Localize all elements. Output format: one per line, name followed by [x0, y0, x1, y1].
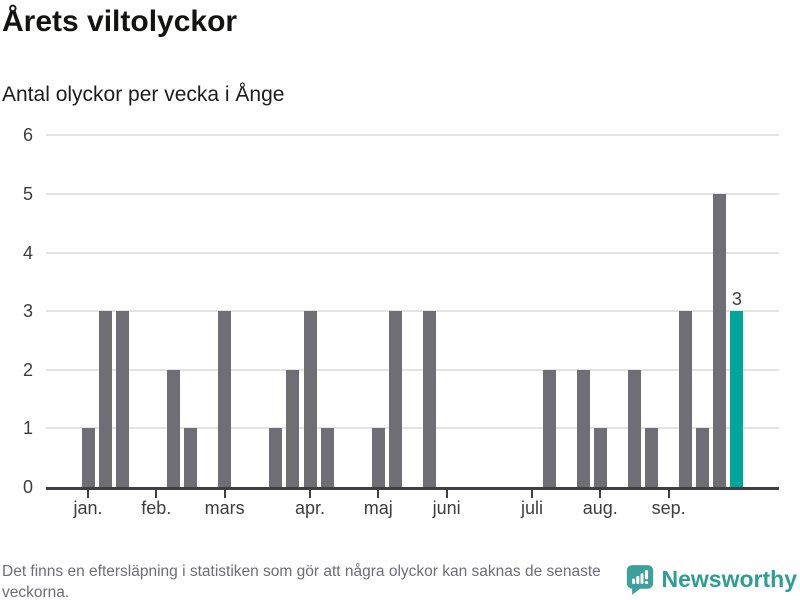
x-axis-line	[46, 487, 779, 490]
bar	[388, 311, 402, 487]
gridline	[46, 310, 779, 313]
x-axis-label: sep.	[651, 498, 686, 518]
x-axis-label: juni	[432, 498, 461, 518]
page-title: Årets viltolyckor	[2, 5, 238, 38]
y-axis-label: 3	[22, 301, 33, 322]
bar	[303, 311, 317, 487]
y-axis-label: 0	[22, 477, 33, 497]
chart-footnote: Det finns en eftersläpning i statistiken…	[2, 563, 601, 600]
bar	[98, 311, 112, 487]
x-axis-label: feb.	[141, 498, 172, 518]
gridline	[46, 193, 779, 195]
x-axis-tick	[445, 490, 448, 498]
x-axis-tick	[531, 490, 533, 498]
bar	[115, 311, 129, 487]
bar	[593, 428, 607, 487]
x-axis-tick	[667, 490, 670, 498]
bar	[713, 194, 727, 487]
gridline	[46, 134, 779, 137]
bar	[286, 369, 300, 487]
y-axis-label: 6	[22, 125, 33, 146]
newsworthy-brand: Newsworthy	[626, 564, 797, 595]
y-axis-label: 1	[22, 418, 33, 439]
x-axis-label: juli	[520, 498, 543, 518]
x-axis-label: apr.	[294, 498, 326, 518]
y-axis-label: 5	[22, 184, 33, 204]
y-axis-label: 4	[22, 242, 33, 263]
bar	[166, 369, 180, 487]
gridline	[46, 251, 779, 254]
bar	[679, 311, 693, 487]
bar	[183, 428, 197, 487]
x-axis-tick	[223, 490, 226, 498]
bar	[371, 428, 385, 487]
bar	[269, 428, 283, 487]
bar	[627, 369, 641, 487]
newsworthy-logo-icon	[626, 564, 654, 595]
x-axis-tick	[155, 490, 158, 498]
highlight-value-label: 3	[731, 289, 742, 310]
bar	[320, 428, 334, 487]
gridline	[46, 427, 779, 430]
y-axis-label: 2	[22, 359, 33, 380]
x-axis-tick	[309, 490, 311, 498]
x-axis-label: aug.	[582, 498, 618, 518]
highlight-bar	[730, 311, 744, 487]
bar	[423, 311, 437, 487]
x-axis-label: mars	[204, 498, 245, 518]
bar	[81, 428, 95, 487]
gridline	[46, 368, 779, 371]
bar	[696, 428, 710, 487]
x-axis-tick	[377, 490, 380, 498]
x-axis-label: maj	[363, 498, 393, 518]
bar	[576, 369, 590, 487]
newsworthy-wordmark: Newsworthy	[661, 566, 797, 592]
x-axis-tick	[87, 490, 89, 498]
bar	[218, 311, 232, 487]
x-axis-label: jan.	[73, 498, 103, 518]
chart-subtitle: Antal olyckor per vecka i Ånge	[2, 83, 285, 106]
bar	[645, 428, 659, 487]
bar	[542, 369, 556, 487]
x-axis-tick	[599, 490, 602, 498]
